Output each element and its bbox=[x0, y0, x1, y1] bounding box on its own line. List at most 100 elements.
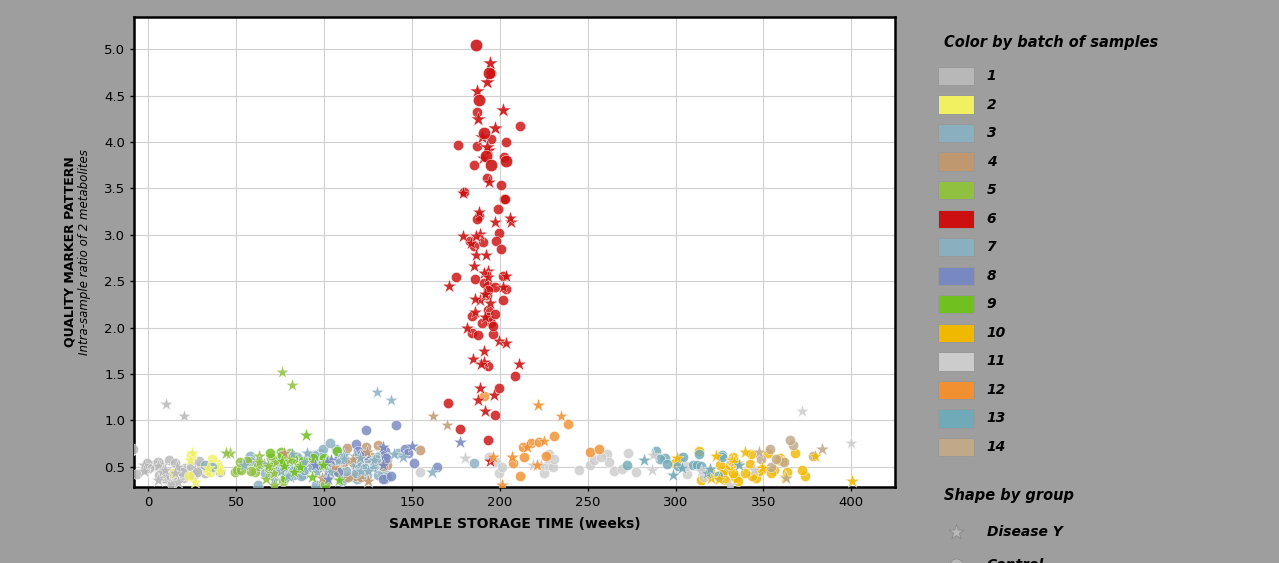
Point bbox=[741, 449, 761, 458]
Point bbox=[345, 462, 366, 471]
Point bbox=[481, 318, 501, 327]
Point bbox=[179, 455, 200, 464]
Point bbox=[274, 461, 294, 470]
Point bbox=[256, 475, 276, 484]
Point bbox=[216, 449, 237, 458]
Point bbox=[423, 411, 444, 420]
Point bbox=[783, 440, 803, 449]
Point bbox=[271, 463, 292, 472]
Point bbox=[324, 463, 344, 472]
Point bbox=[285, 463, 306, 472]
Point bbox=[446, 273, 467, 282]
Point bbox=[260, 470, 280, 479]
X-axis label: SAMPLE STORAGE TIME (weeks): SAMPLE STORAGE TIME (weeks) bbox=[389, 517, 641, 531]
Point bbox=[720, 481, 741, 490]
Point bbox=[165, 470, 185, 479]
Point bbox=[376, 472, 396, 481]
Point bbox=[480, 456, 500, 465]
Point bbox=[475, 358, 495, 367]
Point bbox=[467, 87, 487, 96]
Point bbox=[482, 329, 503, 338]
Point bbox=[298, 451, 318, 460]
Point bbox=[490, 244, 510, 253]
Point bbox=[373, 452, 394, 461]
Text: 6: 6 bbox=[987, 212, 996, 226]
Point bbox=[709, 475, 729, 484]
Point bbox=[272, 457, 293, 466]
Point bbox=[439, 281, 459, 290]
Point bbox=[646, 446, 666, 455]
Point bbox=[533, 436, 554, 445]
Point bbox=[375, 470, 395, 479]
Point bbox=[531, 460, 551, 469]
Point bbox=[333, 459, 353, 468]
Point bbox=[657, 459, 678, 468]
Point bbox=[306, 462, 326, 471]
Point bbox=[280, 473, 301, 482]
Point bbox=[469, 230, 490, 239]
Point bbox=[290, 463, 311, 472]
Point bbox=[284, 468, 304, 477]
Point bbox=[776, 467, 797, 476]
Point bbox=[118, 452, 138, 461]
Point bbox=[758, 448, 779, 457]
Point bbox=[780, 435, 801, 444]
Point bbox=[473, 237, 494, 246]
Point bbox=[315, 479, 335, 488]
Point bbox=[316, 458, 336, 467]
Point bbox=[161, 475, 182, 484]
Point bbox=[248, 481, 269, 490]
Point bbox=[540, 449, 560, 458]
FancyBboxPatch shape bbox=[938, 438, 973, 456]
Point bbox=[473, 269, 494, 278]
Point bbox=[427, 463, 448, 472]
Text: 11: 11 bbox=[987, 354, 1007, 368]
Point bbox=[327, 467, 348, 476]
Point bbox=[473, 279, 494, 288]
Point bbox=[207, 462, 228, 471]
Point bbox=[723, 453, 743, 462]
Point bbox=[468, 114, 489, 123]
Point bbox=[368, 440, 389, 449]
Point bbox=[700, 464, 720, 473]
Point bbox=[272, 451, 293, 460]
Point bbox=[372, 461, 393, 470]
Point bbox=[299, 457, 320, 466]
Point bbox=[334, 455, 354, 464]
Point bbox=[752, 463, 773, 472]
Point bbox=[313, 454, 334, 463]
Point bbox=[251, 459, 271, 468]
Point bbox=[372, 443, 393, 452]
Point bbox=[475, 392, 495, 401]
Point bbox=[528, 437, 549, 446]
Point bbox=[333, 477, 353, 486]
Point bbox=[671, 463, 692, 472]
Point bbox=[180, 450, 201, 459]
Point bbox=[715, 475, 735, 484]
Point bbox=[463, 242, 483, 251]
Point bbox=[357, 477, 377, 486]
Point bbox=[468, 395, 489, 404]
Point bbox=[239, 452, 260, 461]
Point bbox=[353, 470, 373, 479]
Point bbox=[375, 451, 395, 460]
Point bbox=[496, 137, 517, 146]
Point bbox=[310, 453, 330, 462]
Point bbox=[761, 463, 781, 472]
Point bbox=[477, 142, 498, 151]
Point bbox=[310, 449, 330, 458]
Point bbox=[483, 452, 504, 461]
Point bbox=[266, 457, 286, 466]
Point bbox=[513, 443, 533, 452]
Point bbox=[766, 454, 787, 463]
Point bbox=[500, 213, 521, 222]
Point bbox=[776, 473, 797, 482]
Point bbox=[489, 383, 509, 392]
Point bbox=[165, 468, 185, 477]
Point bbox=[293, 470, 313, 479]
Point bbox=[673, 453, 693, 462]
Point bbox=[376, 455, 396, 464]
Point bbox=[139, 464, 160, 473]
Point bbox=[358, 466, 379, 475]
Point bbox=[469, 96, 490, 105]
